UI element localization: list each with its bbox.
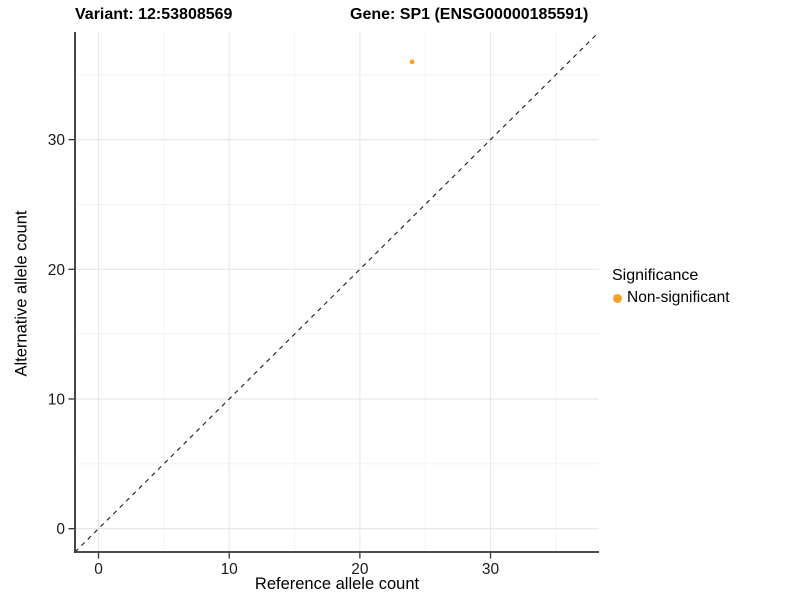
x-axis-title: Reference allele count bbox=[254, 575, 420, 593]
legend-key-circle-icon bbox=[613, 293, 622, 303]
data-point bbox=[409, 59, 415, 65]
legend-item-label: Non-significant bbox=[627, 289, 730, 306]
y-tick-label: 0 bbox=[56, 521, 65, 538]
legend-item-non-significant: Non-significant bbox=[612, 289, 797, 307]
gene-title: Gene: SP1 (ENSG00000185591) bbox=[350, 6, 589, 23]
y-tick-label: 20 bbox=[48, 262, 66, 279]
x-tick-label: 0 bbox=[94, 561, 103, 578]
variant-title: Variant: 12:53808569 bbox=[75, 6, 233, 23]
x-tick-label: 30 bbox=[482, 561, 500, 578]
legend-title: Significance bbox=[612, 267, 699, 284]
y-tick-label: 10 bbox=[48, 391, 66, 408]
y-tick-label: 30 bbox=[48, 132, 66, 149]
y-axis-title: Alternative allele count bbox=[12, 210, 31, 377]
legend: Significance Non-significant bbox=[612, 266, 797, 307]
identity-dashed-line bbox=[75, 32, 599, 552]
x-tick-label: 20 bbox=[351, 561, 369, 578]
x-tick-label: 10 bbox=[221, 561, 239, 578]
